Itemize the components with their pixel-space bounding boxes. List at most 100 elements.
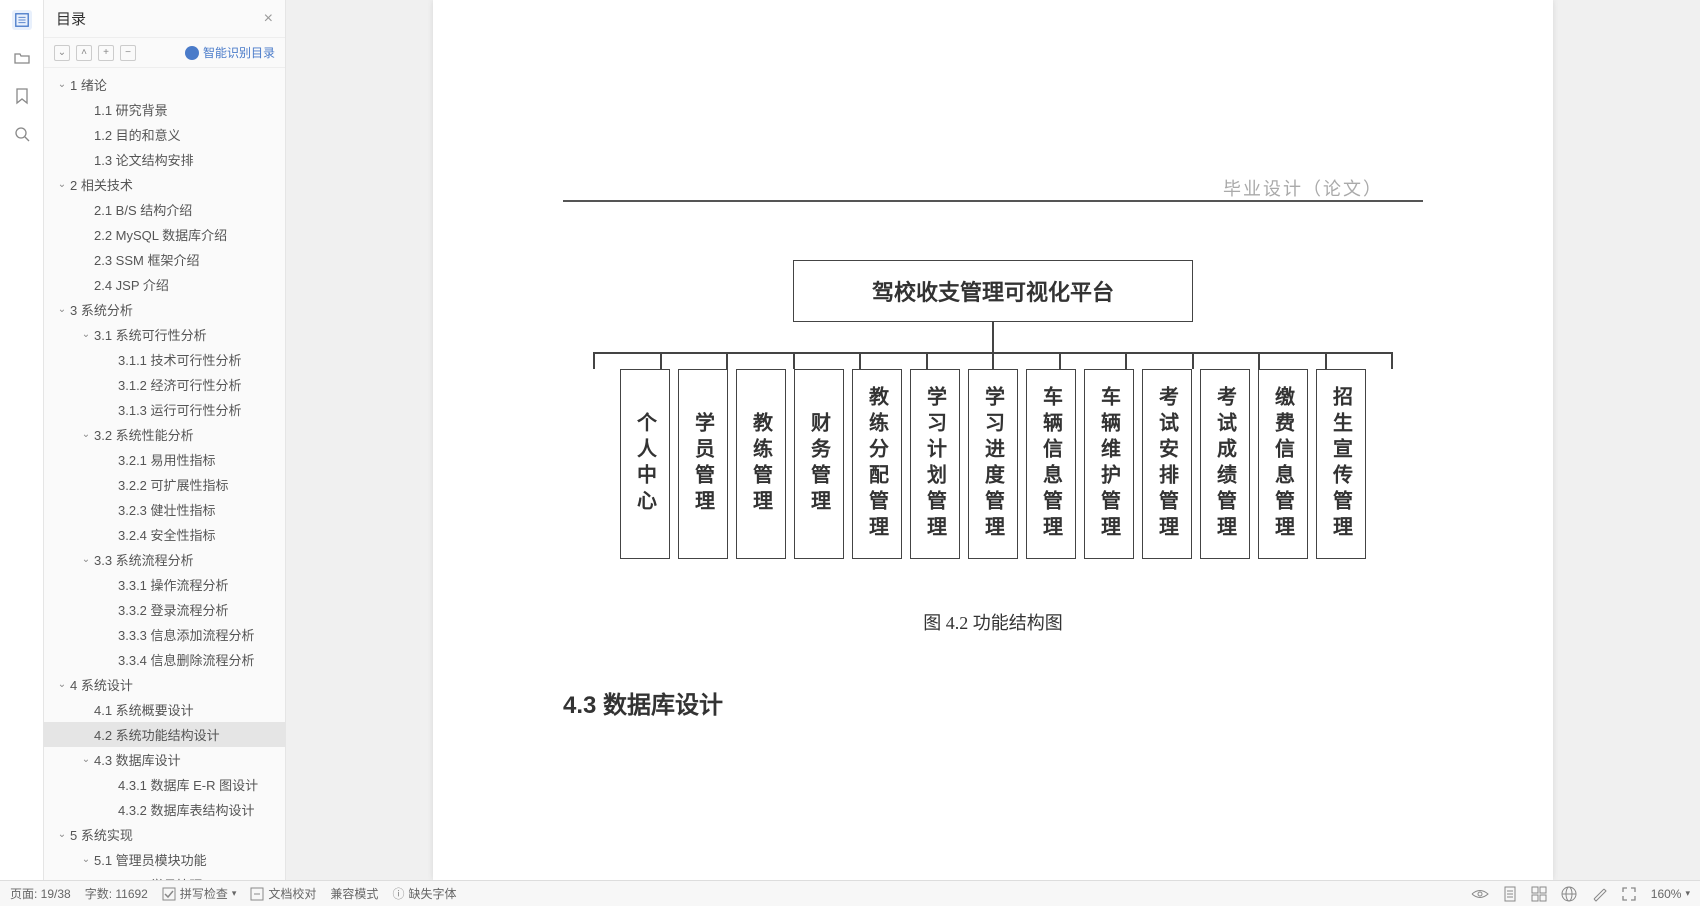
toc-item-label: 4.3.2 数据库表结构设计 xyxy=(118,800,255,819)
toc-item-label: 2.1 B/S 结构介绍 xyxy=(94,200,192,219)
toc-item[interactable]: 3.2.3 健壮性指标 xyxy=(44,497,285,522)
toc-item[interactable]: 3.3.1 操作流程分析 xyxy=(44,572,285,597)
toc-item-label: 3.2 系统性能分析 xyxy=(94,425,194,444)
toc-item[interactable]: 1.2 目的和意义 xyxy=(44,122,285,147)
toc-item-label: 2.4 JSP 介绍 xyxy=(94,275,169,294)
toc-item[interactable]: ⌄3.1 系统可行性分析 xyxy=(44,322,285,347)
add-level-icon[interactable]: + xyxy=(98,45,114,61)
toc-item-label: 3.3 系统流程分析 xyxy=(94,550,194,569)
remove-level-icon[interactable]: − xyxy=(120,45,136,61)
toc-item[interactable]: ⌄2 相关技术 xyxy=(44,172,285,197)
toc-item[interactable]: ⌄4.3 数据库设计 xyxy=(44,747,285,772)
view-eye-icon[interactable] xyxy=(1471,887,1489,901)
toc-item[interactable]: 3.2.4 安全性指标 xyxy=(44,522,285,547)
toc-item[interactable]: ⌄3.3 系统流程分析 xyxy=(44,547,285,572)
view-grid-icon[interactable] xyxy=(1531,886,1547,902)
search-icon[interactable] xyxy=(12,124,32,144)
document-viewport[interactable]: 毕业设计（论文） 驾校收支管理可视化平台 个人中心学员管理教练管理财务管理教练分… xyxy=(286,0,1700,880)
toc-item-label: 3.3.1 操作流程分析 xyxy=(118,575,229,594)
toc-item[interactable]: 4.3.1 数据库 E-R 图设计 xyxy=(44,772,285,797)
bookmark-icon[interactable] xyxy=(12,86,32,106)
toc-item[interactable]: 3.1.1 技术可行性分析 xyxy=(44,347,285,372)
folder-icon[interactable] xyxy=(12,48,32,68)
diagram-node: 学习进度管理 xyxy=(968,369,1018,559)
diagram-node: 缴费信息管理 xyxy=(1258,369,1308,559)
toc-item[interactable]: 4.3.2 数据库表结构设计 xyxy=(44,797,285,822)
diagram-node: 财务管理 xyxy=(794,369,844,559)
close-icon[interactable]: × xyxy=(264,10,273,28)
toc-item[interactable]: 3.3.4 信息删除流程分析 xyxy=(44,647,285,672)
diagram-node: 招生宣传管理 xyxy=(1316,369,1366,559)
toc-item-label: 4.1 系统概要设计 xyxy=(94,700,194,719)
view-page-icon[interactable] xyxy=(1503,886,1517,902)
diagram-node: 学习计划管理 xyxy=(910,369,960,559)
toc-list[interactable]: ⌄1 绪论 1.1 研究背景 1.2 目的和意义 1.3 论文结构安排 ⌄2 相关技术 2… xyxy=(44,68,285,880)
spellcheck-button[interactable]: 拼写检查 ▾ xyxy=(162,885,237,902)
toc-item-label: 3.3.4 信息删除流程分析 xyxy=(118,650,255,669)
toc-item[interactable]: ⌄1 绪论 xyxy=(44,72,285,97)
collapse-all-icon[interactable]: ⌄ xyxy=(54,45,70,61)
toc-item[interactable]: ⌄4 系统设计 xyxy=(44,672,285,697)
toc-item[interactable]: 5.1.1 学员管理 xyxy=(44,872,285,880)
outline-sidebar: 目录 × ⌄ ˄ + − 智能识别目录 ⌄1 绪论 1.1 研究背景 1.2 目的和… xyxy=(44,0,286,880)
diagram-node: 车辆信息管理 xyxy=(1026,369,1076,559)
toc-item-label: 4.2 系统功能结构设计 xyxy=(94,725,220,744)
toc-item[interactable]: 2.2 MySQL 数据库介绍 xyxy=(44,222,285,247)
toc-item-label: 5.1 管理员模块功能 xyxy=(94,850,207,869)
proofread-button[interactable]: 文档校对 xyxy=(250,885,316,902)
toc-item-label: 2.3 SSM 框架介绍 xyxy=(94,250,199,269)
expand-up-icon[interactable]: ˄ xyxy=(76,45,92,61)
diagram-node: 教练分配管理 xyxy=(852,369,902,559)
outline-icon[interactable] xyxy=(12,10,32,30)
figure-caption: 图 4.2 功能结构图 xyxy=(433,609,1553,635)
toc-item-label: 3.2.3 健壮性指标 xyxy=(118,500,216,519)
zoom-level[interactable]: 160% ▾ xyxy=(1651,887,1690,901)
toc-item-label: 3 系统分析 xyxy=(70,300,133,319)
toc-item[interactable]: 2.3 SSM 框架介绍 xyxy=(44,247,285,272)
toc-item[interactable]: 1.1 研究背景 xyxy=(44,97,285,122)
left-rail xyxy=(0,0,44,880)
toc-item-label: 3.2.1 易用性指标 xyxy=(118,450,216,469)
brush-icon[interactable] xyxy=(1591,886,1607,902)
toc-item-label: 3.3.3 信息添加流程分析 xyxy=(118,625,255,644)
toc-item[interactable]: 4.2 系统功能结构设计 xyxy=(44,722,285,747)
toc-item[interactable]: 2.4 JSP 介绍 xyxy=(44,272,285,297)
sidebar-title: 目录 xyxy=(56,8,264,29)
compat-mode[interactable]: 兼容模式 xyxy=(330,885,378,902)
diagram-node: 学员管理 xyxy=(678,369,728,559)
toc-item-label: 3.2.2 可扩展性指标 xyxy=(118,475,229,494)
diagram-node: 车辆维护管理 xyxy=(1084,369,1134,559)
toc-item[interactable]: 3.1.2 经济可行性分析 xyxy=(44,372,285,397)
smart-toc-button[interactable]: 智能识别目录 xyxy=(185,44,275,61)
page-indicator[interactable]: 页面: 19/38 xyxy=(10,885,71,902)
missing-font-button[interactable]: ⓘ 缺失字体 xyxy=(392,885,456,902)
toc-item-label: 3.1 系统可行性分析 xyxy=(94,325,207,344)
word-count[interactable]: 字数: 11692 xyxy=(85,885,148,902)
toc-item-label: 1.3 论文结构安排 xyxy=(94,150,194,169)
toc-item[interactable]: 3.2.1 易用性指标 xyxy=(44,447,285,472)
toc-item[interactable]: 3.3.2 登录流程分析 xyxy=(44,597,285,622)
toc-item-label: 3.2.4 安全性指标 xyxy=(118,525,216,544)
toc-item[interactable]: ⌄5.1 管理员模块功能 xyxy=(44,847,285,872)
view-web-icon[interactable] xyxy=(1561,886,1577,902)
toc-item-label: 3.1.1 技术可行性分析 xyxy=(118,350,242,369)
toc-item-label: 3.3.2 登录流程分析 xyxy=(118,600,229,619)
toc-item-label: 4.3.1 数据库 E-R 图设计 xyxy=(118,775,258,794)
toc-item-label: 1.1 研究背景 xyxy=(94,100,168,119)
toc-item[interactable]: 1.3 论文结构安排 xyxy=(44,147,285,172)
toc-item[interactable]: 3.2.2 可扩展性指标 xyxy=(44,472,285,497)
page-header: 毕业设计（论文） xyxy=(1223,175,1383,201)
toc-item-label: 1.2 目的和意义 xyxy=(94,125,181,144)
toc-item[interactable]: 4.1 系统概要设计 xyxy=(44,697,285,722)
toc-item[interactable]: ⌄5 系统实现 xyxy=(44,822,285,847)
structure-diagram: 驾校收支管理可视化平台 个人中心学员管理教练管理财务管理教练分配管理学习计划管理… xyxy=(583,260,1403,559)
toc-item[interactable]: 3.1.3 运行可行性分析 xyxy=(44,397,285,422)
toc-item[interactable]: ⌄3 系统分析 xyxy=(44,297,285,322)
fit-page-icon[interactable] xyxy=(1621,886,1637,902)
toc-item[interactable]: 2.1 B/S 结构介绍 xyxy=(44,197,285,222)
toc-item[interactable]: ⌄3.2 系统性能分析 xyxy=(44,422,285,447)
toc-item-label: 5 系统实现 xyxy=(70,825,133,844)
document-page: 毕业设计（论文） 驾校收支管理可视化平台 个人中心学员管理教练管理财务管理教练分… xyxy=(433,0,1553,880)
diagram-node: 考试成绩管理 xyxy=(1200,369,1250,559)
toc-item[interactable]: 3.3.3 信息添加流程分析 xyxy=(44,622,285,647)
